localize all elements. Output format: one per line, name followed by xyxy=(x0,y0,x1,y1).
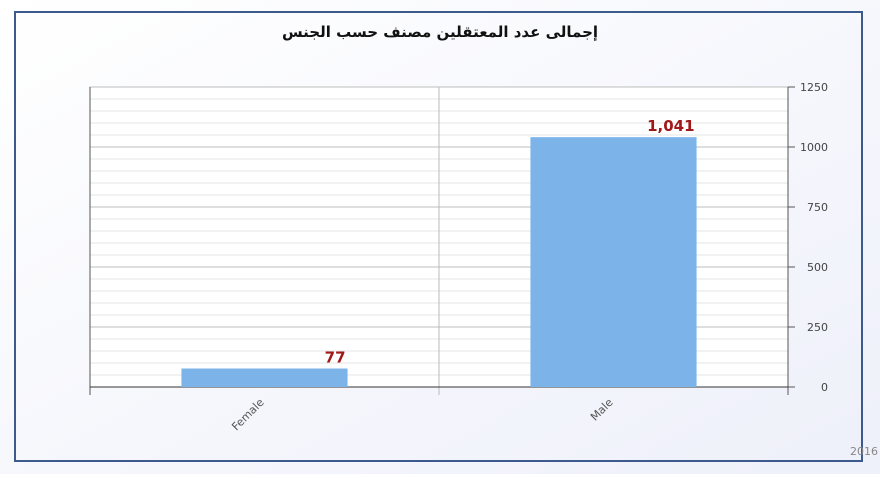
y-tick-label: 0 xyxy=(821,381,828,394)
frame xyxy=(14,11,863,462)
y-tick-label: 750 xyxy=(807,201,828,214)
value-label: 77 xyxy=(325,349,346,367)
bar xyxy=(530,137,697,387)
footer: مجموعة العمل من أجل فلسطينيي سورية © 201… xyxy=(850,444,880,458)
chart-title: إجمالى عدد المعتقلين مصنف حسب الجنس xyxy=(282,23,598,41)
value-label: 1,041 xyxy=(647,117,694,135)
y-tick-label: 1000 xyxy=(800,141,828,154)
y-tick-label: 250 xyxy=(807,321,828,334)
bar xyxy=(181,368,348,387)
y-tick-label: 500 xyxy=(807,261,828,274)
y-tick-label: 1250 xyxy=(800,81,828,94)
